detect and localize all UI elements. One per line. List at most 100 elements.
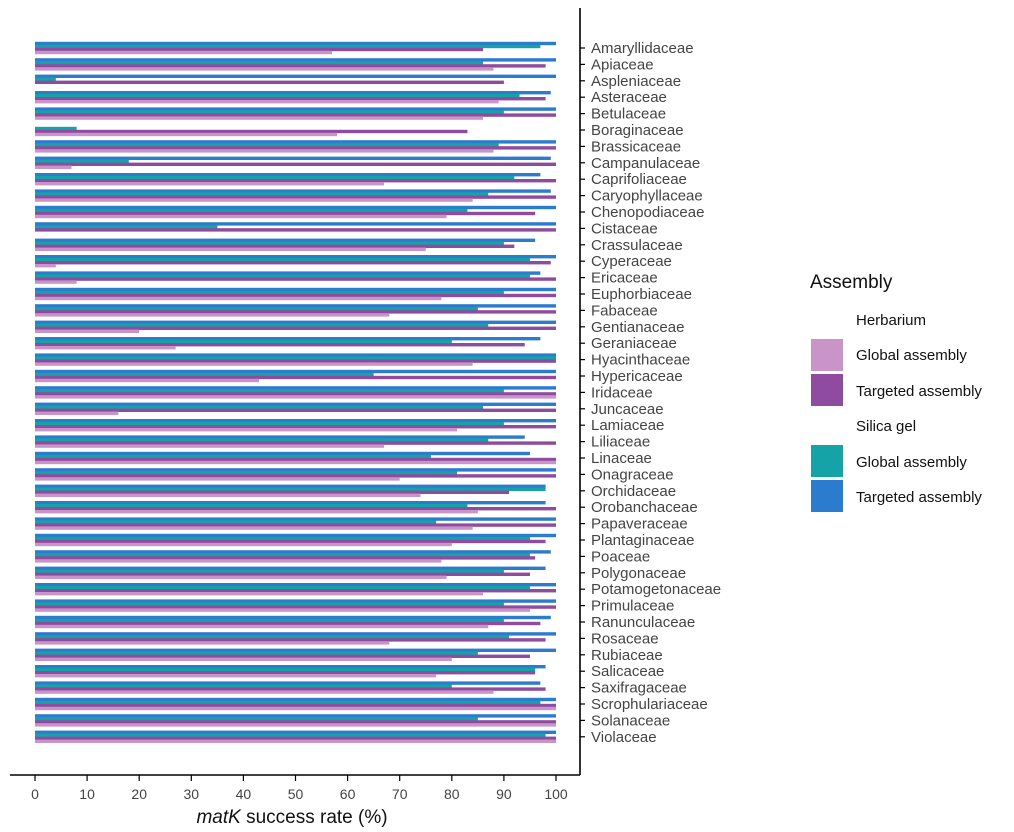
bar-rubiaceae-silica-targeted xyxy=(35,648,556,652)
bar-polygonaceae-herb-targeted xyxy=(35,572,530,576)
bar-rubiaceae-herb-global xyxy=(35,657,452,661)
bar-crassulaceae-herb-global xyxy=(35,247,426,251)
bar-salicaceae-silica-global xyxy=(35,668,536,672)
bar-geraniaceae-silica-targeted xyxy=(35,337,541,341)
bar-apiaceae-silica-global xyxy=(35,61,484,65)
bar-plantaginaceae-silica-targeted xyxy=(35,533,556,538)
bar-rosaceae-herb-global xyxy=(35,641,390,645)
bar-liliaceae-silica-targeted xyxy=(35,435,525,439)
category-label-hypericaceae: Hypericaceae xyxy=(591,368,683,385)
bar-hyacinthaceae-herb-global xyxy=(35,362,473,366)
bar-poaceae-silica-targeted xyxy=(35,550,551,554)
x-tick-label-80: 80 xyxy=(444,786,460,802)
bar-plantaginaceae-herb-global xyxy=(35,542,452,547)
bar-rubiaceae-silica-global xyxy=(35,651,478,655)
bar-saxifragaceae-silica-global xyxy=(35,684,452,688)
bar-caprifoliaceae-silica-global xyxy=(35,176,515,180)
bar-aspleniaceae-silica-targeted xyxy=(35,74,556,78)
bar-cistaceae-silica-global xyxy=(35,225,218,229)
bar-orobanchaceae-herb-global xyxy=(35,510,478,514)
bar-ranunculaceae-silica-global xyxy=(35,618,504,623)
category-label-ericaceae: Ericaceae xyxy=(591,270,658,287)
category-label-iridaceae: Iridaceae xyxy=(591,384,653,401)
bar-ericaceae-silica-global xyxy=(35,274,530,278)
category-label-fabaceae: Fabaceae xyxy=(591,302,658,319)
bar-linaceae-silica-targeted xyxy=(35,451,530,456)
bar-violaceae-silica-global xyxy=(35,733,546,737)
bar-papaveraceae-herb-targeted xyxy=(35,523,556,527)
bar-chenopodiaceae-herb-targeted xyxy=(35,211,536,216)
bar-plantaginaceae-herb-targeted xyxy=(35,539,546,544)
category-label-caryophyllaceae: Caryophyllaceae xyxy=(591,188,703,205)
bar-ericaceae-herb-targeted xyxy=(35,277,556,281)
bar-poaceae-herb-targeted xyxy=(35,556,536,560)
bar-caprifoliaceae-herb-global xyxy=(35,182,385,186)
category-label-brassicaceae: Brassicaceae xyxy=(591,138,681,155)
bar-juncaceae-silica-global xyxy=(35,405,484,409)
category-label-violaceae: Violaceae xyxy=(591,729,657,746)
bar-ericaceae-silica-targeted xyxy=(35,271,541,275)
category-label-papaveraceae: Papaveraceae xyxy=(591,516,688,533)
bar-geraniaceae-silica-global xyxy=(35,340,452,344)
bar-orchidaceae-silica-global xyxy=(35,487,546,491)
bar-asteraceae-silica-global xyxy=(35,94,520,98)
x-tick-label-40: 40 xyxy=(236,786,252,802)
bar-geraniaceae-herb-targeted xyxy=(35,343,525,347)
x-tick-label-50: 50 xyxy=(288,786,304,802)
bar-poaceae-herb-global xyxy=(35,559,442,563)
bar-hypericaceae-herb-global xyxy=(35,378,260,383)
legend-label-herb-targeted: Targeted assembly xyxy=(856,383,982,400)
bar-orobanchaceae-herb-targeted xyxy=(35,507,556,511)
bar-iridaceae-silica-targeted xyxy=(35,386,556,390)
bar-caryophyllaceae-herb-targeted xyxy=(35,195,556,199)
category-label-gentianaceae: Gentianaceae xyxy=(591,319,684,336)
bar-iridaceae-herb-global xyxy=(35,395,556,399)
bar-primulaceae-herb-targeted xyxy=(35,605,556,609)
bar-saxifragaceae-herb-global xyxy=(35,690,494,694)
bar-polygonaceae-silica-global xyxy=(35,569,504,573)
category-label-ranunculaceae: Ranunculaceae xyxy=(591,614,695,631)
legend-label-silica-global: Global assembly xyxy=(856,454,967,471)
bar-boraginaceae-herb-global xyxy=(35,132,338,137)
bar-hyacinthaceae-herb-targeted xyxy=(35,359,556,363)
bar-crassulaceae-silica-global xyxy=(35,241,504,245)
bar-caprifoliaceae-herb-targeted xyxy=(35,179,556,183)
bar-saxifragaceae-herb-targeted xyxy=(35,687,546,691)
category-label-juncaceae: Juncaceae xyxy=(591,401,664,418)
bar-salicaceae-herb-targeted xyxy=(35,671,536,675)
bar-caprifoliaceae-silica-targeted xyxy=(35,173,541,177)
category-label-saxifragaceae: Saxifragaceae xyxy=(591,680,687,697)
category-label-orchidaceae: Orchidaceae xyxy=(591,483,676,500)
bar-apiaceae-herb-global xyxy=(35,67,494,71)
bar-polygonaceae-silica-targeted xyxy=(35,566,546,570)
bar-crassulaceae-silica-targeted xyxy=(35,238,536,242)
bar-linaceae-herb-targeted xyxy=(35,457,556,462)
bar-brassicaceae-silica-targeted xyxy=(35,140,556,144)
bar-potamogetonaceae-silica-global xyxy=(35,586,530,590)
bar-solanaceae-silica-global xyxy=(35,717,478,721)
bar-potamogetonaceae-herb-targeted xyxy=(35,589,556,593)
bar-amaryllidaceae-herb-targeted xyxy=(35,47,484,52)
bar-iridaceae-silica-global xyxy=(35,389,504,393)
bar-gentianaceae-herb-targeted xyxy=(35,326,556,330)
legend-group-silica: Silica gel xyxy=(856,418,916,435)
legend: Assembly Herbarium Global assembly Targe… xyxy=(810,272,982,512)
bar-rosaceae-silica-targeted xyxy=(35,632,556,636)
bar-papaveraceae-silica-targeted xyxy=(35,517,556,521)
x-tick-label-100: 100 xyxy=(544,786,568,802)
bar-amaryllidaceae-silica-global xyxy=(35,44,541,49)
bar-orobanchaceae-silica-targeted xyxy=(35,501,546,505)
bar-betulaceae-silica-targeted xyxy=(35,107,556,111)
category-label-cistaceae: Cistaceae xyxy=(591,220,658,237)
bar-betulaceae-herb-global xyxy=(35,116,484,120)
category-label-betulaceae: Betulaceae xyxy=(591,106,666,123)
bar-orobanchaceae-silica-global xyxy=(35,504,468,508)
bar-papaveraceae-herb-global xyxy=(35,526,473,530)
category-label-apiaceae: Apiaceae xyxy=(591,56,654,73)
category-label-potamogetonaceae: Potamogetonaceae xyxy=(591,581,721,598)
bar-asteraceae-silica-targeted xyxy=(35,91,551,95)
category-label-rosaceae: Rosaceae xyxy=(591,630,659,647)
bar-gentianaceae-silica-targeted xyxy=(35,320,556,324)
category-label-campanulaceae: Campanulaceae xyxy=(591,155,700,172)
bar-cyperaceae-silica-targeted xyxy=(35,255,556,259)
